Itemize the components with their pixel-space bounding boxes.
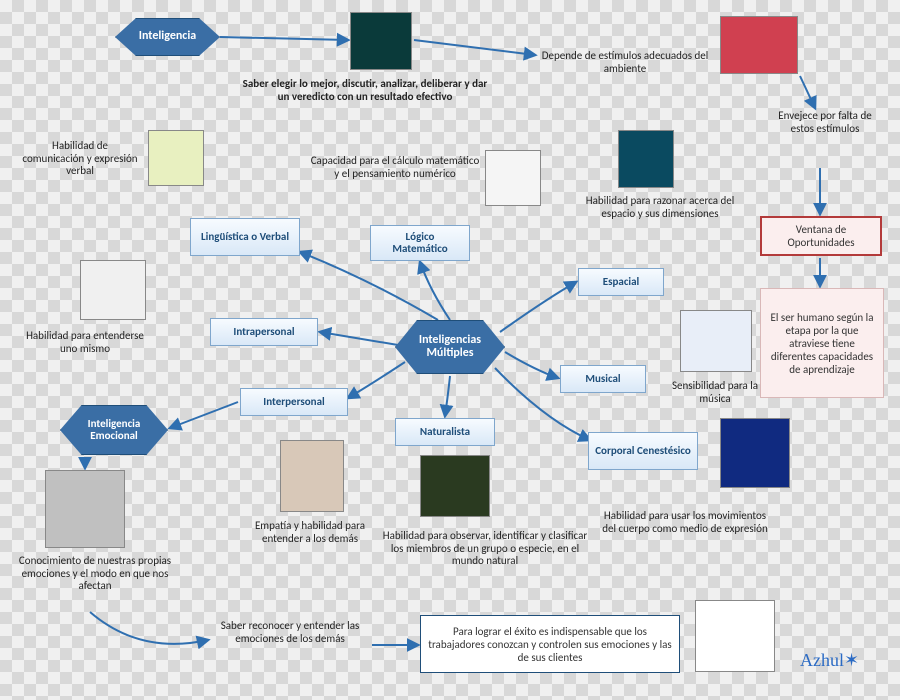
image-dance: [720, 418, 790, 488]
edge-1: [414, 40, 535, 55]
edge-11: [348, 362, 405, 398]
signature: Azhul✶: [800, 650, 859, 671]
text-habuno: Habilidad para entenderse uno mismo: [20, 330, 150, 355]
plainbox-exito: Para lograr el éxito es indispensable qu…: [420, 615, 680, 673]
text-conoc: Conocimiento de nuestras propias emocion…: [15, 555, 175, 593]
redbox-cap: El ser humano según la etapa por la que …: [760, 288, 884, 398]
hex-center: Inteligencias Múltiples: [395, 320, 505, 374]
image-success: [695, 600, 775, 672]
box-musical: Musical: [560, 365, 646, 393]
text-recon: Saber reconocer y entender las emociones…: [210, 620, 370, 645]
image-talk: [148, 130, 204, 186]
box-natural: Naturalista: [395, 418, 495, 446]
edge-0: [220, 37, 348, 40]
box-intra: Intrapersonal: [210, 318, 318, 346]
image-music: [680, 310, 752, 372]
image-baby: [720, 16, 798, 74]
image-head: [45, 470, 125, 548]
edge-6: [420, 262, 450, 320]
image-globe: [350, 12, 412, 70]
edge-7: [500, 282, 576, 332]
edge-10: [445, 376, 450, 416]
edge-13: [170, 402, 238, 428]
text-habverb: Habilidad de comunicación y expresión ve…: [20, 140, 140, 178]
text-habesp: Habilidad para razonar acerca del espaci…: [585, 195, 735, 220]
text-emp: Empatía y habilidad para entender a los …: [235, 520, 385, 545]
text-env: Envejece por falta de estos estímulos: [770, 110, 880, 135]
box-ling: Lingüística o Verbal: [190, 218, 300, 256]
image-nature: [420, 455, 490, 517]
image-math: [485, 150, 541, 206]
text-habnat: Habilidad para observar, identificar y c…: [380, 530, 590, 568]
box-corporal: Corporal Cenestésico: [588, 432, 698, 470]
edge-8: [505, 352, 558, 378]
image-hands: [80, 260, 146, 320]
text-sensmus: Sensibilidad para la música: [665, 380, 765, 405]
edge-5: [300, 252, 438, 320]
text-habcorp: Habilidad para usar los movimientos del …: [600, 510, 770, 535]
box-logmat: Lógico Matemático: [370, 225, 470, 261]
edge-12: [320, 332, 398, 345]
hex-intel: Inteligencia: [115, 18, 220, 56]
box-inter: Interpersonal: [240, 388, 348, 416]
text-dep: Depende de estímulos adecuados del ambie…: [540, 50, 710, 75]
redbox-vent: Ventana de Oportunidades: [760, 216, 882, 256]
box-espacial: Espacial: [578, 268, 664, 296]
text-def: Saber elegir lo mejor, discutir, analiza…: [240, 78, 490, 103]
edge-15: [90, 612, 208, 644]
text-capcalc: Capacidad para el cálculo matemático y e…: [310, 155, 480, 180]
edge-2: [800, 76, 815, 108]
hex-emo: Inteligencia Emocional: [60, 405, 168, 455]
image-teresa: [280, 440, 344, 512]
image-face: [618, 130, 674, 188]
